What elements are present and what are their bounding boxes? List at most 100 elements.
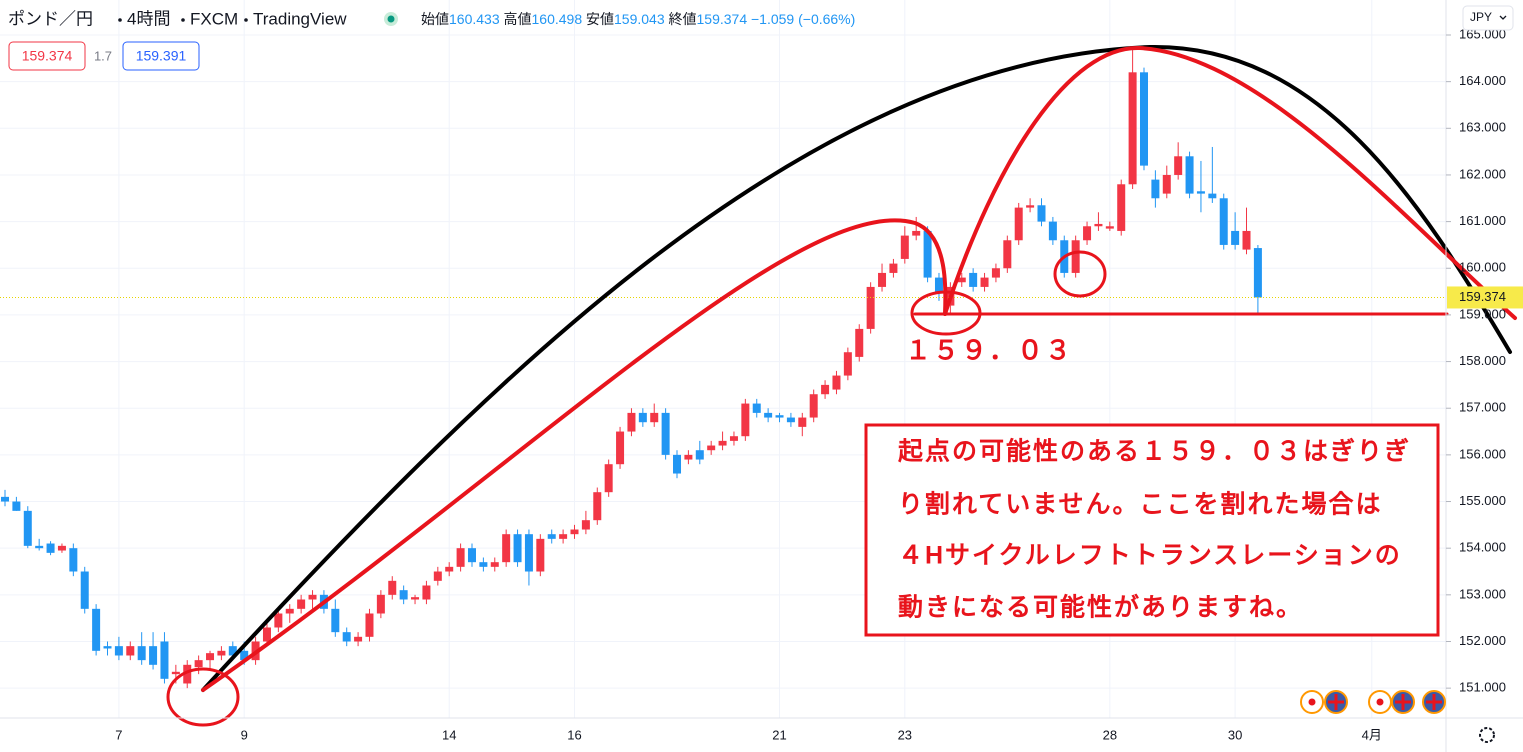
event-icons	[1300, 690, 1446, 714]
y-tick-label: 154.000	[1459, 540, 1506, 555]
ohlc-value: 159.043	[614, 11, 665, 27]
candle-body	[331, 608, 340, 633]
broker: FXCM	[190, 9, 238, 28]
change: −1.059 (−0.66%)	[751, 11, 855, 27]
candle-body	[46, 543, 55, 553]
candle-body	[376, 594, 385, 614]
candle-body	[126, 646, 135, 656]
candle-body	[821, 384, 830, 395]
circle-mark	[1053, 250, 1107, 298]
candle-body	[718, 440, 727, 446]
candle-body	[297, 599, 306, 609]
candle-body	[661, 412, 670, 455]
y-tick-label: 164.000	[1459, 73, 1506, 88]
candle-body	[1128, 72, 1137, 185]
candle-body	[1140, 72, 1148, 166]
candle-body	[1162, 174, 1171, 194]
candle-body	[183, 664, 192, 684]
candle-body	[217, 650, 226, 656]
candle-body	[1083, 226, 1092, 241]
candle-body	[741, 403, 750, 437]
candle-body	[411, 597, 420, 600]
ohlc-label: 安値	[586, 11, 614, 27]
candle-body	[92, 608, 101, 651]
candle-body	[604, 464, 613, 493]
x-tick-label: 7	[115, 727, 122, 742]
y-tick-label: 155.000	[1459, 493, 1506, 508]
candle-body	[388, 580, 397, 595]
drawings	[166, 44, 1517, 727]
candle-body	[1071, 240, 1080, 273]
candle-body	[957, 277, 966, 283]
candle-body	[80, 571, 89, 609]
candle-body	[308, 594, 317, 600]
candle-body	[809, 394, 818, 418]
candle-body	[775, 415, 784, 418]
separator	[118, 18, 122, 22]
candle-body	[433, 571, 442, 581]
flag-jp	[1308, 698, 1316, 706]
candle-body	[1196, 191, 1205, 194]
sell-price[interactable]: 159.374	[22, 48, 73, 64]
flag-uk	[1395, 694, 1411, 710]
candle-body	[969, 272, 978, 287]
last-price-label: 159.374	[1459, 289, 1506, 304]
candle-body	[900, 235, 909, 259]
candle-body	[114, 646, 123, 656]
flag-jp	[1376, 698, 1384, 706]
candle-body	[1014, 207, 1023, 241]
candle-body	[479, 562, 488, 567]
separator	[244, 18, 248, 22]
candle-body	[695, 450, 704, 460]
candle-body	[684, 454, 693, 460]
candle-body	[354, 636, 363, 642]
candle-body	[342, 632, 351, 642]
candle-body	[536, 538, 545, 572]
currency[interactable]: JPY	[1470, 10, 1492, 24]
sell-button[interactable]	[8, 41, 86, 71]
y-tick-label: 153.000	[1459, 586, 1506, 601]
level-label: １５９．０３	[905, 335, 1073, 365]
buy-price[interactable]: 159.391	[136, 48, 187, 64]
y-tick-label: 157.000	[1459, 400, 1506, 415]
candle-body	[1003, 240, 1012, 269]
candle-body	[912, 230, 921, 236]
candle-body	[490, 562, 499, 567]
candle-body	[456, 548, 465, 567]
market-status-dot	[387, 15, 395, 23]
ohlc-label: 終値	[669, 11, 697, 27]
buy-button[interactable]	[122, 41, 200, 71]
candle-body	[1174, 156, 1183, 175]
platform: TradingView	[253, 9, 347, 28]
x-tick-label: 28	[1103, 727, 1117, 742]
candle-body	[23, 510, 32, 546]
candle-body	[729, 436, 738, 441]
candle-body	[1105, 226, 1114, 229]
interval: 4時間	[127, 9, 170, 28]
symbol: ポンド／円	[8, 9, 93, 28]
x-tick-label: 16	[567, 727, 581, 742]
candle-body	[262, 627, 271, 642]
candle-body	[878, 272, 887, 287]
candle-body	[855, 328, 864, 357]
candle-body	[764, 412, 773, 418]
ohlc-legend: 始値160.433 高値160.498 安値159.043 終値159.374 …	[421, 11, 855, 27]
candle-body	[57, 545, 66, 551]
candle-body	[798, 417, 807, 427]
ohlc-value: 160.433	[449, 11, 500, 27]
y-tick-label: 152.000	[1459, 633, 1506, 648]
y-tick-label: 162.000	[1459, 166, 1506, 181]
candle-body	[1219, 198, 1228, 245]
ohlc-label: 始値	[421, 11, 449, 27]
settings-button[interactable]	[1479, 727, 1495, 743]
axes: 151.000 152.000 153.000 154.000 155.000 156.0…	[115, 26, 1523, 742]
currency-button[interactable]	[1462, 5, 1514, 31]
candle-body	[843, 352, 852, 376]
x-tick-label: 4月	[1362, 727, 1382, 742]
candle-body	[160, 641, 169, 679]
candle-body	[502, 534, 511, 563]
candle-body	[103, 646, 112, 649]
candle-body	[171, 671, 180, 675]
